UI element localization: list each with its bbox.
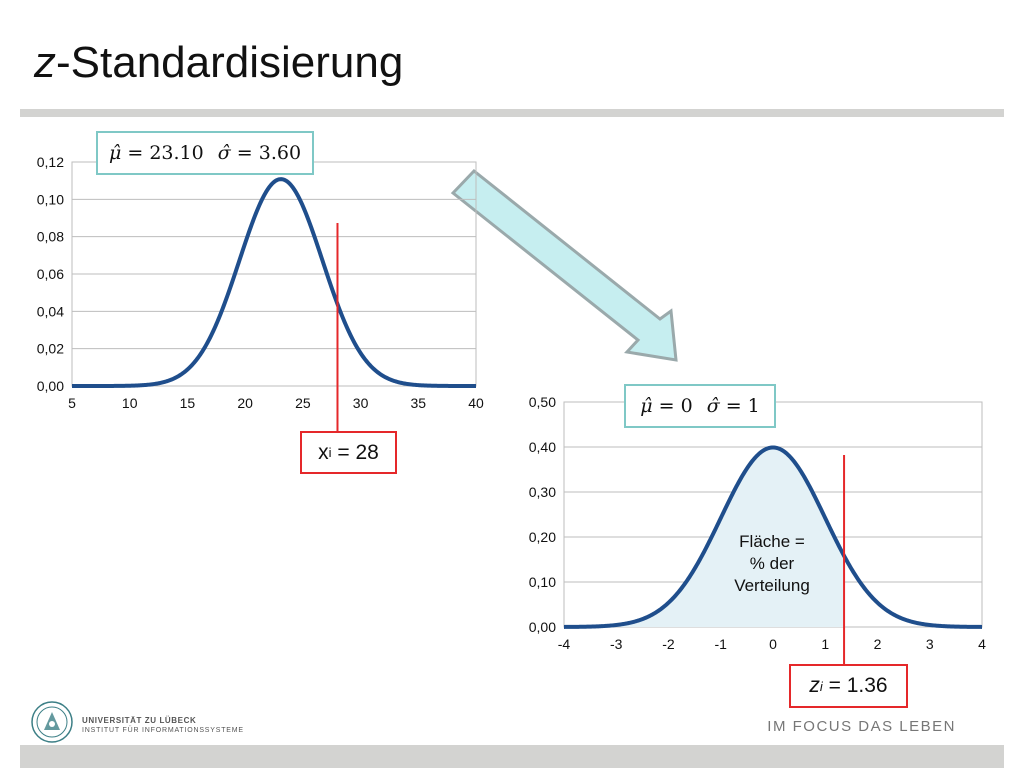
formula-std-sigma: σ̂ = 1: [707, 395, 760, 417]
x-tick-label: 30: [353, 395, 369, 411]
institute-name: INSTITUT FÜR INFORMATIONSSYSTEME: [82, 727, 244, 734]
arrow-shape: [450, 168, 678, 362]
x-tick-label: 10: [122, 395, 138, 411]
formula-std-mu: μ̂ = 0: [640, 395, 692, 417]
zi-sub: i: [819, 678, 823, 694]
y-tick-label: 0,04: [37, 303, 64, 319]
area-label-line-2: % der: [749, 554, 795, 573]
density-curve: [563, 445, 983, 629]
xi-value: = 28: [331, 440, 379, 464]
formula-raw-sigma: σ̂ = 3.60: [218, 142, 301, 164]
x-tick-label: -4: [558, 636, 571, 652]
xi-sub: i: [328, 445, 332, 460]
title-z: z: [34, 38, 56, 87]
y-tick-label: 0,00: [529, 619, 556, 635]
x-tick-label: -1: [715, 636, 728, 652]
zi-var: z: [809, 674, 820, 697]
x-tick-label: 3: [926, 636, 934, 652]
formula-raw-box: μ̂ = 23.10 σ̂ = 3.60: [96, 131, 314, 175]
y-tick-label: 0,12: [37, 154, 64, 170]
density-curve: [71, 177, 477, 388]
bottom-rule: [20, 745, 1004, 768]
title-rest: -Standardisierung: [56, 38, 404, 87]
y-tick-label: 0,06: [37, 266, 64, 282]
x-tick-label: 4: [978, 636, 986, 652]
sigma-value: = 1: [725, 395, 760, 417]
formula-raw-mu: μ̂ = 23.10: [109, 142, 204, 164]
sigma-hat-symbol: σ̂: [217, 142, 231, 164]
sigma-value: = 3.60: [236, 142, 302, 164]
x-tick-label: 35: [410, 395, 426, 411]
y-tick-label: 0,30: [529, 484, 556, 500]
y-tick-label: 0,20: [529, 529, 556, 545]
y-tick-label: 0,50: [529, 394, 556, 410]
x-tick-label: -3: [610, 636, 623, 652]
slide-title: z-Standardisierung: [34, 38, 403, 88]
y-tick-label: 0,00: [37, 378, 64, 394]
y-tick-label: 0,10: [529, 574, 556, 590]
x-tick-label: 40: [468, 395, 484, 411]
x-tick-label: 25: [295, 395, 311, 411]
x-tick-label: 5: [68, 395, 76, 411]
y-tick-label: 0,02: [37, 341, 64, 357]
university-seal-icon: [31, 701, 73, 743]
mu-hat-symbol: μ̂: [108, 142, 122, 164]
zi-value: = 1.36: [822, 674, 888, 697]
university-name: UNIVERSITÄT ZU LÜBECK: [82, 716, 197, 725]
mu-value: = 0: [658, 395, 693, 417]
x-tick-label: 0: [769, 636, 777, 652]
x-tick-label: 1: [821, 636, 829, 652]
x-tick-label: -2: [662, 636, 675, 652]
area-label-line-1: Fläche =: [739, 532, 805, 551]
shaded-area: [564, 447, 845, 627]
area-label: Fläche = % der Verteilung: [713, 531, 831, 597]
x-tick-label: 20: [237, 395, 253, 411]
raw-distribution-chart: 0,00 0,02 0,04 0,06 0,08 0,10 0,12 5 10 15 20 25 30 3…: [37, 154, 484, 431]
mu-value: = 23.10: [127, 142, 204, 164]
y-tick-label: 0,10: [37, 191, 64, 207]
slogan: IM FOCUS DAS LEBEN: [767, 718, 956, 735]
xi-var: x: [318, 440, 329, 464]
mu-hat-symbol: μ̂: [640, 395, 653, 417]
sigma-hat-symbol: σ̂: [706, 395, 720, 417]
x-tick-label: 15: [180, 395, 196, 411]
formula-std-box: μ̂ = 0 σ̂ = 1: [624, 384, 776, 428]
y-tick-label: 0,40: [529, 439, 556, 455]
area-label-line-3: Verteilung: [734, 576, 810, 595]
x-tick-label: 2: [874, 636, 882, 652]
y-tick-label: 0,08: [37, 229, 64, 245]
top-rule: [20, 109, 1004, 117]
